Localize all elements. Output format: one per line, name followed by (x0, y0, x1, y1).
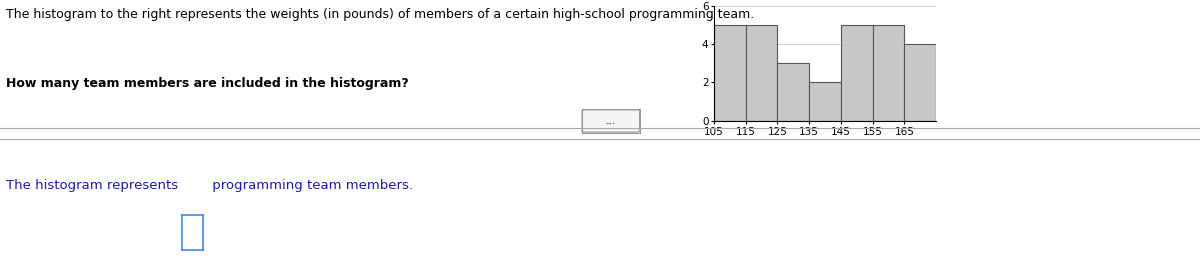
Bar (872, 25, 905, 121)
Bar (745, 25, 778, 121)
Bar (905, 44, 936, 121)
Text: programming team members.: programming team members. (208, 179, 413, 192)
Text: The histogram represents: The histogram represents (6, 179, 182, 192)
Bar (778, 63, 809, 121)
Text: ...: ... (606, 116, 616, 126)
Bar (841, 25, 872, 121)
Text: ...: ... (606, 116, 616, 126)
Text: The histogram to the right represents the weights (in pounds) of members of a ce: The histogram to the right represents th… (6, 8, 755, 21)
Bar (714, 25, 745, 121)
Bar (809, 82, 841, 121)
FancyBboxPatch shape (582, 110, 640, 132)
Text: How many team members are included in the histogram?: How many team members are included in th… (6, 77, 409, 90)
